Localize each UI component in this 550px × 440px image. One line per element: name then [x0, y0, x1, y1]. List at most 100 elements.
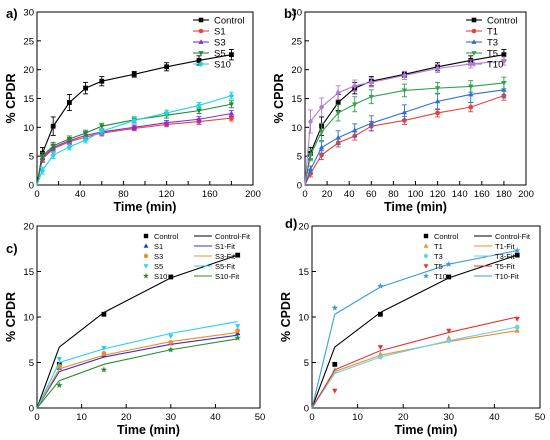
y-tick-label: 20 — [23, 222, 34, 233]
data-point — [99, 124, 105, 130]
series-line — [36, 54, 232, 186]
series-line — [36, 112, 232, 186]
legend-marker — [143, 233, 149, 239]
data-point — [378, 354, 383, 360]
legend-label: Control — [487, 16, 518, 27]
series-line — [304, 89, 504, 186]
data-point — [100, 366, 108, 373]
x-tick-label: 30 — [444, 412, 455, 423]
legend-label: T5 — [487, 49, 498, 60]
data-point — [332, 388, 338, 394]
data-point — [335, 89, 341, 96]
data-point — [446, 335, 452, 340]
data-point — [101, 311, 107, 317]
data-point — [368, 94, 374, 100]
y-tick-label: 5 — [297, 152, 302, 163]
data-point — [307, 166, 314, 172]
data-point — [514, 252, 520, 258]
fit-line — [311, 326, 518, 409]
legend-marker — [198, 61, 204, 67]
legend-label: T5 — [434, 262, 443, 271]
y-axis-label: % CPDR — [4, 73, 18, 123]
x-tick-label: 50 — [535, 412, 546, 423]
legend-fit-label: T3-Fit — [495, 252, 515, 261]
x-tick-label: 100 — [408, 189, 424, 200]
series-T1 — [311, 327, 520, 409]
legend-fit-label: Control-Fit — [215, 232, 251, 241]
y-tick-label: 25 — [23, 36, 34, 47]
legend-label: S10 — [154, 272, 167, 281]
legend-label: S5 — [214, 49, 226, 60]
legend-marker — [198, 28, 204, 34]
legend-marker — [143, 264, 149, 269]
x-tick-label: 160 — [474, 189, 490, 200]
legend-label: T1 — [434, 242, 443, 251]
legend-fit-label: T1-Fit — [495, 242, 515, 251]
legend-marker — [143, 243, 149, 248]
y-tick-label: 10 — [23, 123, 34, 134]
x-tick-label: 160 — [202, 189, 218, 200]
data-point — [368, 79, 374, 86]
data-point — [167, 346, 174, 353]
legend-label: S5 — [154, 262, 163, 271]
series-T10 — [311, 247, 521, 409]
legend-fit-label: S10-Fit — [215, 272, 240, 281]
data-point — [377, 282, 384, 289]
data-point — [196, 58, 202, 63]
series-line — [36, 103, 232, 186]
legend-label: Control — [154, 232, 179, 241]
legend-label: S10 — [214, 60, 231, 71]
y-tick-label: 0 — [297, 181, 302, 192]
data-point — [402, 118, 407, 123]
data-point — [228, 110, 235, 116]
x-tick-label: 60 — [366, 189, 377, 200]
legend: Control Control-Fit T1 T1-Fit T3 T3-Fit T5 T5-F… — [423, 232, 531, 281]
series-line — [304, 82, 504, 186]
legend-marker — [471, 61, 477, 67]
legend-marker — [423, 264, 429, 269]
data-point — [131, 124, 137, 130]
y-tick-label: 5 — [29, 358, 34, 369]
data-point — [377, 351, 384, 357]
data-point — [99, 78, 105, 84]
data-point — [67, 100, 72, 105]
y-tick-label: 0 — [29, 181, 34, 192]
data-point — [39, 154, 46, 160]
data-point — [83, 85, 88, 91]
data-point — [318, 104, 325, 111]
legend-marker — [471, 51, 477, 56]
fit-line — [36, 321, 238, 409]
y-tick-label: 10 — [23, 313, 34, 324]
data-point — [331, 304, 338, 311]
data-point — [82, 136, 89, 144]
series-T3 — [304, 81, 507, 186]
data-point — [501, 57, 507, 65]
data-point — [163, 109, 170, 117]
legend-marker — [143, 272, 149, 279]
legend-marker — [198, 51, 204, 56]
series-Control — [311, 252, 520, 409]
series-T5 — [304, 76, 507, 186]
series-S5 — [36, 321, 241, 409]
data-point — [50, 143, 56, 149]
data-point — [319, 152, 324, 158]
data-point — [377, 345, 384, 350]
y-tick-label: 15 — [291, 94, 302, 105]
legend-label: T1 — [487, 27, 498, 38]
data-point — [435, 110, 440, 116]
data-point — [446, 328, 452, 334]
legend-marker — [423, 233, 429, 239]
data-point — [514, 316, 520, 322]
legend-marker — [423, 253, 429, 259]
data-point — [401, 72, 408, 79]
y-axis-label: % CPDR — [4, 292, 18, 342]
data-point — [196, 108, 202, 114]
legend-label: Control — [214, 16, 245, 27]
x-tick-label: 0 — [34, 189, 39, 200]
panel-c: c) 0 5 10 15 20 0 10 20 30 40 50 Time (min) % CPDR Con… — [4, 222, 265, 438]
data-point — [468, 104, 474, 110]
y-tick-label: 15 — [23, 267, 34, 278]
data-point — [39, 167, 46, 174]
series-line — [304, 95, 505, 186]
